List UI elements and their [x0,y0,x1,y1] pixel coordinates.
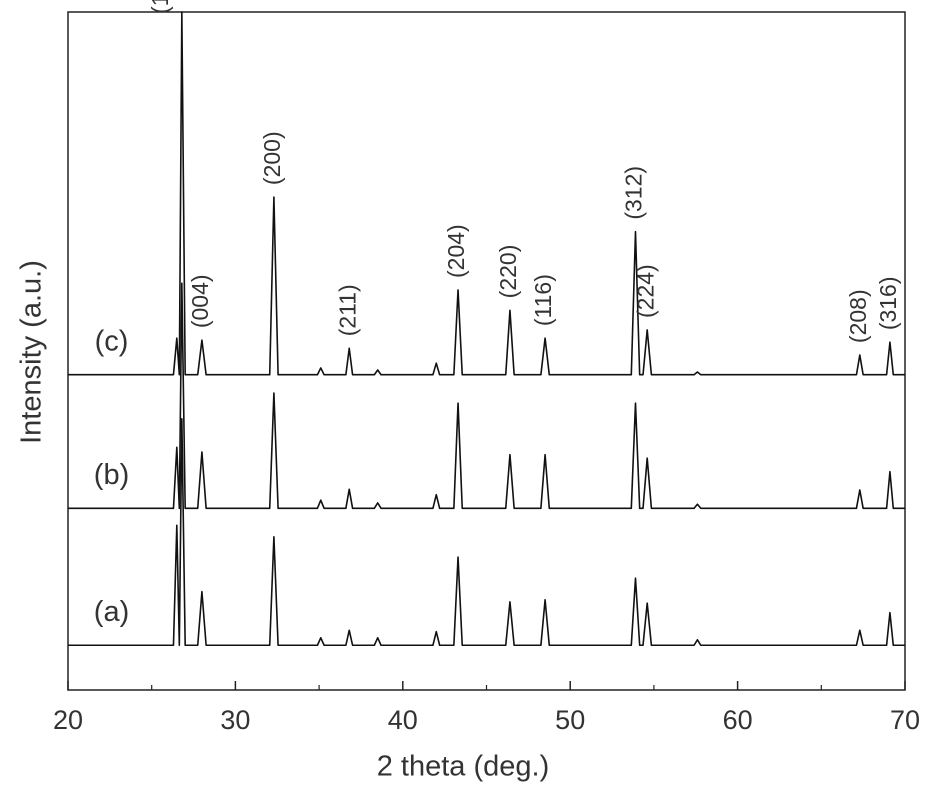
peak-label: (220) [495,245,521,299]
series-label: (a) [94,596,129,628]
x-axis-label: 2 theta (deg.) [377,751,550,783]
peak-label: (116) [530,274,556,326]
peak-label: (004) [187,274,213,328]
peak-label: (200) [259,131,285,185]
x-tick-label: 30 [220,705,250,735]
x-tick-label: 40 [388,705,418,735]
x-tick-label: 50 [555,705,585,735]
y-axis-label: Intensity (a.u.) [16,260,48,444]
x-tick-label: 20 [53,705,83,735]
x-tick-label: 60 [723,705,753,735]
peak-label: (224) [632,264,658,318]
series-label: (b) [94,459,129,491]
series-label: (c) [95,325,129,357]
peak-label: (316) [875,276,901,330]
trace [68,419,905,645]
x-tick-label: 70 [890,705,920,735]
peak-label: (211) [334,284,360,336]
plot-frame [68,12,905,690]
chart: 2 theta (deg.) Intensity (a.u.) 20 30 40 50… [0,0,927,789]
peak-label: (112) [147,0,173,14]
peak-label: (204) [443,224,469,278]
peak-label: (208) [845,289,871,343]
peak-label: (312) [621,166,647,220]
